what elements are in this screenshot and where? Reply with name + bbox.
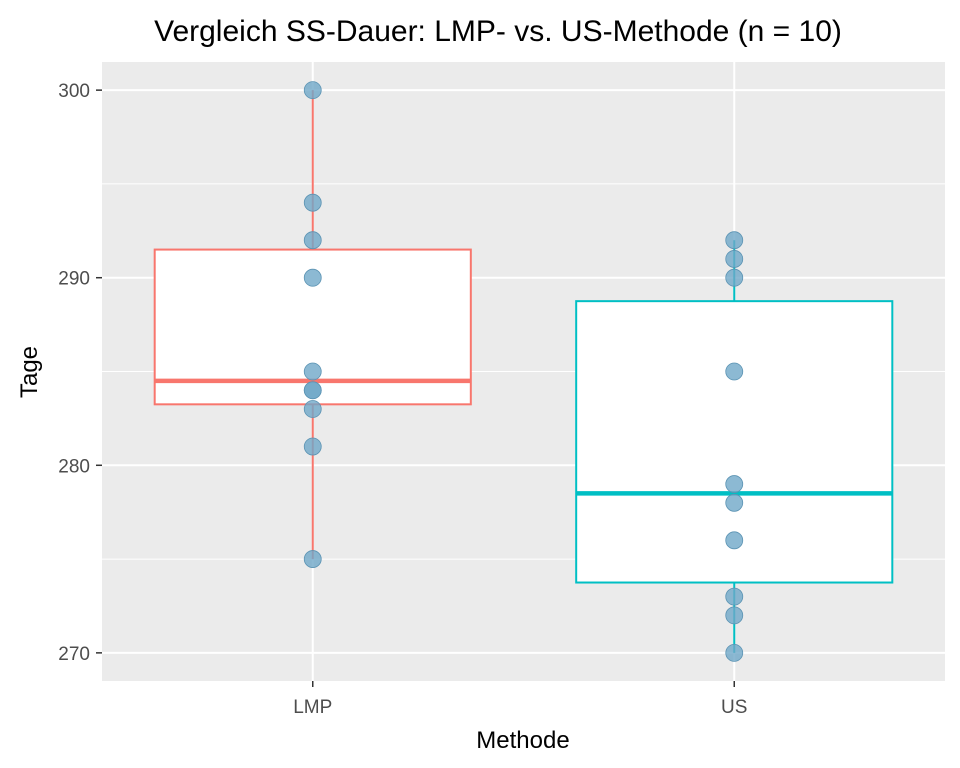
data-point	[725, 643, 744, 662]
data-point	[303, 362, 322, 381]
data-point	[725, 531, 744, 550]
data-point	[725, 362, 744, 381]
x-axis-title: Methode	[476, 727, 569, 754]
y-tick-label: 280	[58, 456, 90, 477]
data-point	[725, 250, 744, 268]
data-point	[725, 587, 744, 606]
data-points	[303, 81, 744, 662]
data-point	[303, 193, 322, 212]
data-point	[725, 268, 744, 287]
data-point	[303, 550, 322, 568]
data-point	[725, 475, 744, 493]
data-point	[725, 231, 744, 250]
data-point	[303, 268, 322, 287]
chart-title: Vergleich SS-Dauer: LMP- vs. US-Methode …	[154, 15, 842, 48]
x-tick-label: US	[721, 697, 747, 718]
data-point	[303, 81, 322, 100]
y-axis-title: Tage	[16, 346, 43, 398]
box-lmp	[153, 90, 472, 560]
data-point	[725, 493, 744, 512]
y-tick-label: 290	[58, 269, 90, 290]
data-point	[303, 400, 322, 418]
x-tick-label: LMP	[293, 697, 332, 718]
y-axis-ticks: 270 280 290 300	[58, 81, 102, 665]
x-axis-ticks: LMP US	[293, 681, 747, 718]
data-point	[725, 606, 744, 625]
data-point	[303, 437, 322, 456]
data-point	[303, 231, 322, 250]
y-tick-label: 300	[58, 81, 90, 102]
y-tick-label: 270	[58, 644, 90, 665]
data-point	[303, 381, 322, 400]
